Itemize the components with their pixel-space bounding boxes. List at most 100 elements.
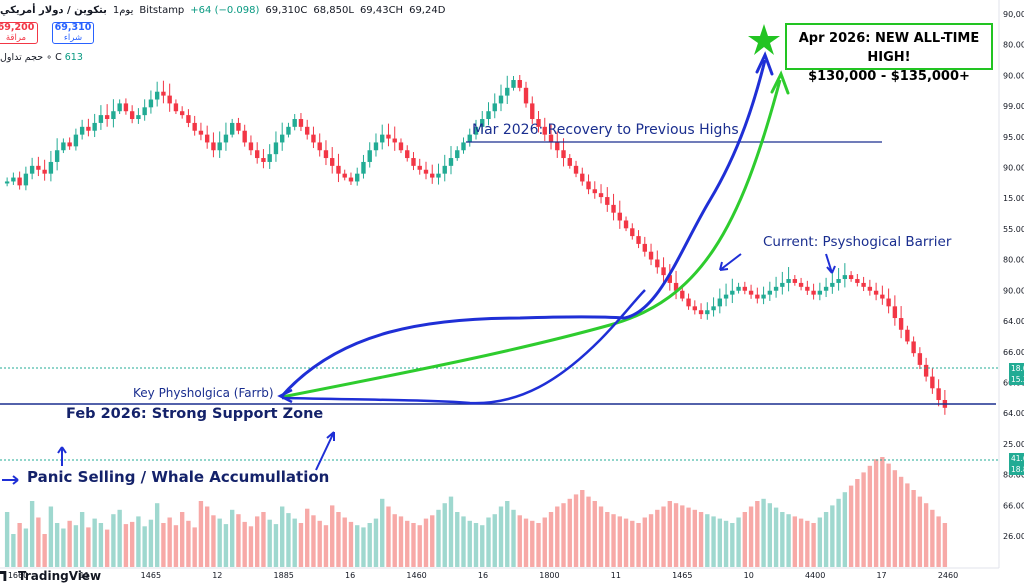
current-arrow-a (719, 253, 742, 271)
candle-body (267, 154, 272, 162)
volume-bar (311, 515, 316, 567)
volume-bar (542, 517, 547, 567)
volume-bar (905, 483, 910, 567)
volume-bar (229, 509, 235, 567)
candle-body (498, 95, 504, 104)
x-tick-label: 1460 (406, 571, 426, 580)
candle-body (186, 115, 191, 123)
volume-bar (673, 503, 679, 567)
candle-body (748, 290, 754, 295)
volume-bar (548, 512, 554, 567)
candle-body (705, 310, 710, 315)
symbol-name[interactable]: بتكوين / دولار أمريكي (0, 4, 107, 16)
volume-bar (773, 507, 779, 567)
y-tick-label: 90.00 (1003, 164, 1024, 173)
interval-label[interactable]: 1يوم (112, 4, 134, 16)
buy-button[interactable]: 69,310 شراء (52, 22, 94, 44)
candle-body (398, 142, 404, 151)
candle-body (204, 134, 210, 143)
tradingview-branding[interactable]: TradingView (0, 567, 101, 585)
volume-bar (680, 505, 685, 567)
candle-body (117, 103, 122, 112)
candle-body (236, 122, 241, 131)
candle-body (886, 298, 891, 307)
candle-body (179, 111, 185, 116)
candle-body (92, 122, 97, 131)
sell-value: 69,200 (0, 22, 35, 33)
key-arrow-head (277, 388, 293, 404)
volume-bar (667, 501, 672, 567)
candle-body (142, 107, 147, 116)
volume-bar (517, 515, 522, 567)
candle-body (555, 142, 560, 151)
volume-bar (67, 520, 72, 567)
volume-bar (448, 496, 454, 567)
volume-bar (611, 514, 616, 567)
candle-body (730, 290, 735, 295)
volume-bar (817, 517, 823, 567)
x-tick-label: 1465 (141, 571, 161, 580)
candle-body (867, 286, 873, 291)
candle-body (592, 189, 597, 194)
change-value: +64 (−0.098) (190, 4, 260, 16)
candle-body (798, 282, 804, 287)
volume-bar (467, 520, 472, 567)
candle-body (154, 91, 160, 100)
volume-bar (436, 509, 441, 567)
volume-bar (36, 517, 41, 567)
volume-bar (861, 472, 866, 567)
candle-body (280, 134, 285, 143)
x-tick-label: 11 (79, 571, 89, 580)
candle-body (561, 150, 566, 159)
close-value: 69,310C (265, 4, 308, 16)
candle-body (598, 193, 604, 198)
candle-body (273, 142, 279, 155)
volume-bar (48, 506, 54, 567)
volume-bar (348, 521, 354, 567)
volume-bar (530, 520, 535, 567)
volume-bar (711, 516, 716, 567)
volume-bar (380, 498, 385, 567)
candle-body (517, 80, 522, 88)
candle-body (42, 169, 47, 174)
candle-body (486, 111, 491, 120)
volume-bar (248, 526, 254, 567)
candle-body (305, 126, 310, 135)
candle-body (229, 122, 235, 135)
volume-bar (942, 523, 948, 567)
volume-bar (661, 506, 666, 567)
blue-arrow-head (755, 51, 774, 76)
y-tick-label: 26.00 (1003, 532, 1024, 541)
candle-body (873, 290, 879, 295)
candle-body (148, 99, 154, 108)
candle-body (355, 173, 360, 182)
volume-bar (86, 527, 91, 567)
volume-bar (705, 514, 710, 567)
candle-body (386, 134, 391, 139)
volume-bar (54, 523, 60, 567)
volume-bar (567, 498, 572, 567)
volume-indicator-row: حجم تداول ‎∘ C 613 (0, 52, 83, 63)
volume-bar (455, 512, 460, 567)
volume-bar (111, 514, 116, 567)
candle-body (4, 181, 10, 184)
volume-bar (830, 505, 835, 567)
sell-button[interactable]: 69,200 مراقة (0, 22, 38, 44)
candle-body (698, 310, 704, 315)
volume-bar (4, 512, 10, 567)
x-tick-label: 1465 (672, 571, 692, 580)
candle-body (755, 294, 760, 299)
annotation-current: Current: Psyshogical Barrier (763, 234, 952, 250)
volume-bar (498, 506, 504, 567)
volume-bar (867, 465, 873, 567)
candle-body (855, 279, 860, 283)
candle-body (667, 275, 672, 283)
candle-body (836, 279, 841, 283)
candle-body (536, 119, 541, 127)
volume-bar (273, 524, 279, 567)
candle-body (880, 294, 885, 299)
volume-bar (411, 523, 416, 567)
volume-bars (4, 457, 948, 567)
volume-bar (173, 525, 179, 567)
